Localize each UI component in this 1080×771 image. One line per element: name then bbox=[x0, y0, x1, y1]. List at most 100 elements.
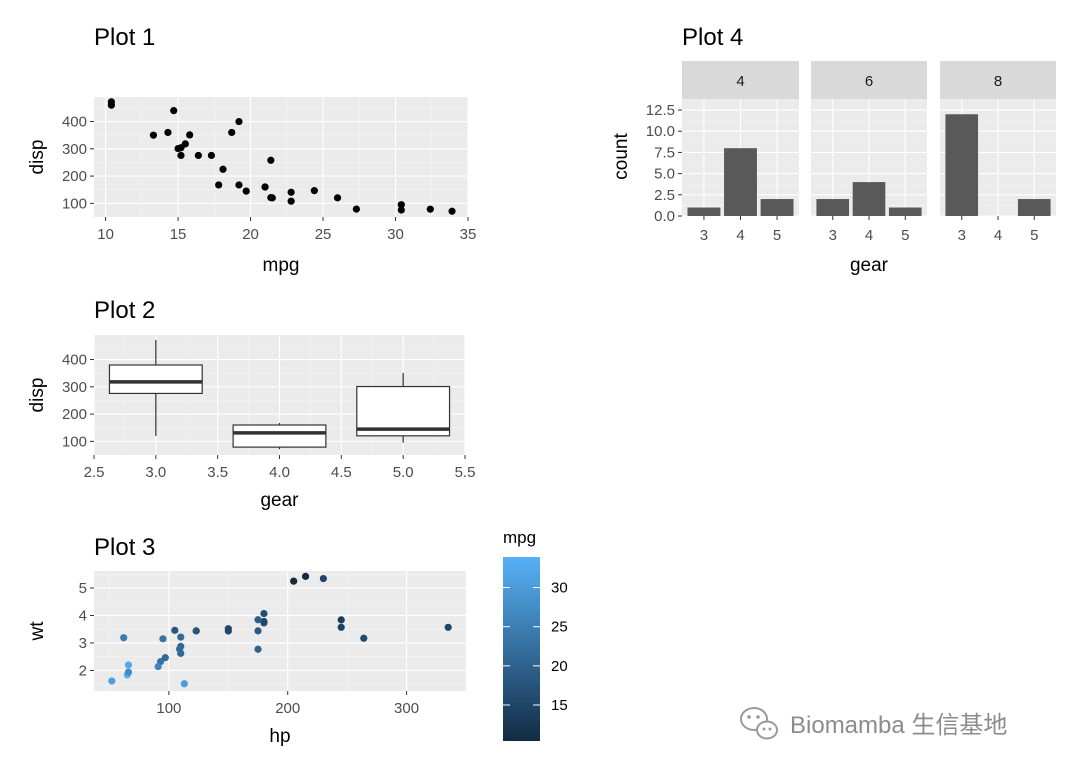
plot-1-point bbox=[170, 107, 178, 115]
plot-2-box-gear-3 bbox=[108, 339, 203, 436]
plot-3-point bbox=[171, 626, 179, 634]
plot-4-facet-strip bbox=[811, 61, 927, 99]
plot-4-x-tick-label: 3 bbox=[700, 227, 708, 244]
plot-4-facet-6: 6 3 4 5 bbox=[811, 61, 927, 244]
plot-3-legend-tick-label: 15 bbox=[551, 697, 568, 714]
plot-1-point bbox=[235, 117, 243, 126]
plot-2-x-tick-label: 2.5 bbox=[84, 464, 105, 481]
plot-4-bar bbox=[760, 199, 794, 216]
plot-2-y-axis-label: disp bbox=[27, 378, 48, 413]
plot-3-point bbox=[254, 616, 262, 624]
plot-4-bar bbox=[945, 114, 979, 216]
plot-3-legend-tick-label: 20 bbox=[551, 658, 568, 675]
plot-3-point bbox=[192, 627, 200, 635]
plot-2-y-tick-label: 300 bbox=[62, 379, 87, 396]
plot-4-bar bbox=[888, 207, 922, 216]
plot-3-point bbox=[337, 616, 345, 624]
plot-2-box-body bbox=[108, 364, 203, 395]
plot-3-legend-title: mpg bbox=[503, 528, 536, 547]
plot-4-y-axis-label: count bbox=[611, 133, 632, 180]
plot-4-bar bbox=[852, 182, 886, 216]
plot-3-point bbox=[260, 609, 268, 618]
plot-2-x-tick-label: 5.5 bbox=[455, 464, 476, 481]
plot-4-x-tick-label: 5 bbox=[1030, 227, 1038, 244]
plot-1-point bbox=[107, 101, 115, 109]
plot-3-point bbox=[254, 627, 262, 635]
plot-1-point bbox=[333, 194, 342, 202]
plot-1-x-tick-label: 25 bbox=[315, 226, 332, 243]
plot-1-x-tick-label: 30 bbox=[387, 226, 404, 243]
plot-3-x-tick-label: 100 bbox=[156, 700, 181, 717]
plot-4-x-tick-label: 5 bbox=[773, 227, 781, 244]
plot-2-title: Plot 2 bbox=[94, 297, 155, 324]
plot-3-legend-tick-label: 30 bbox=[551, 580, 568, 597]
plot-1-point bbox=[164, 128, 172, 137]
plot-3-point bbox=[120, 634, 128, 642]
plot-3-point bbox=[180, 680, 188, 688]
plot-1-point bbox=[448, 207, 456, 215]
plot-4-x-tick-label: 3 bbox=[829, 227, 837, 244]
plot-1-point bbox=[219, 165, 227, 173]
plot-1-scatter-mpg-disp: Plot 1 10 15 20 25 30 35 100 200 300 400 mpg disp bbox=[27, 24, 476, 276]
plot-3-point bbox=[224, 627, 232, 635]
plot-3-point bbox=[301, 572, 310, 580]
plot-4-title: Plot 4 bbox=[682, 24, 743, 51]
plot-1-y-tick-label: 300 bbox=[62, 141, 87, 158]
plot-3-point bbox=[337, 623, 345, 631]
plot-1-point bbox=[352, 205, 360, 213]
plot-1-point bbox=[194, 151, 202, 160]
plot-1-point bbox=[287, 197, 295, 205]
plot-1-point bbox=[228, 128, 236, 137]
wechat-icon bbox=[740, 707, 778, 740]
plot-4-y-tick-label: 5.0 bbox=[654, 166, 675, 183]
plot-1-point bbox=[310, 187, 318, 195]
plot-2-y-tick-label: 200 bbox=[62, 406, 87, 423]
plot-4-x-tick-label: 4 bbox=[865, 227, 873, 244]
plot-1-y-tick-label: 100 bbox=[62, 195, 87, 212]
plot-1-x-tick-label: 35 bbox=[460, 226, 477, 243]
plot-3-point bbox=[177, 633, 185, 641]
plot-1-point bbox=[174, 144, 182, 153]
plot-4-bar bbox=[724, 148, 757, 216]
plot-1-point bbox=[177, 151, 185, 160]
plot-4-y-tick-label: 10.0 bbox=[646, 123, 675, 140]
plot-1-y-tick-label: 200 bbox=[62, 168, 87, 185]
plot-3-point bbox=[124, 668, 133, 676]
plot-1-point bbox=[267, 194, 275, 202]
plot-2-boxplot-gear-disp: Plot 2 2.5 3.0 3.5 4.0 4.5 5.0 5.5 100 200 300 400 g… bbox=[27, 297, 475, 511]
plot-1-y-axis-label: disp bbox=[27, 140, 48, 175]
plot-3-y-tick-label: 3 bbox=[79, 635, 87, 652]
plot-4-bar bbox=[816, 199, 850, 216]
plot-3-point bbox=[161, 654, 169, 662]
plot-1-point bbox=[397, 201, 405, 209]
plot-3-point bbox=[108, 677, 116, 685]
plot-2-x-tick-label: 3.0 bbox=[145, 464, 166, 481]
plot-4-x-tick-label: 5 bbox=[901, 227, 909, 244]
plot-4-faceted-bar: Plot 4 4 3 4 5 6 3 4 5 8 3 4 5 0.0 2.5 5.0 7.5 10.0 12.5 ge… bbox=[611, 24, 1056, 276]
plot-2-box-gear-5 bbox=[356, 372, 451, 443]
plot-4-y-tick-label: 0.0 bbox=[654, 208, 675, 225]
plot-3-x-tick-label: 300 bbox=[394, 700, 419, 717]
plot-1-point bbox=[235, 181, 243, 189]
plot-4-facet-4: 4 3 4 5 bbox=[682, 61, 799, 244]
plot-3-y-tick-label: 5 bbox=[79, 580, 87, 597]
plot-3-point bbox=[124, 661, 133, 669]
plot-2-x-axis-label: gear bbox=[260, 490, 299, 511]
plot-1-point bbox=[267, 156, 275, 164]
plot-3-point bbox=[444, 623, 452, 631]
plot-1-point bbox=[397, 206, 405, 214]
plot-4-facet-strip-label: 6 bbox=[865, 73, 873, 90]
plot-3-legend-colorbar bbox=[503, 557, 540, 741]
plot-1-point bbox=[207, 151, 216, 160]
plot-4-x-tick-label: 4 bbox=[736, 227, 744, 244]
plot-4-x-tick-label: 4 bbox=[994, 227, 1002, 244]
plot-4-facet-8: 8 3 4 5 bbox=[940, 61, 1056, 244]
plot-3-point bbox=[159, 635, 167, 643]
plot-3-y-tick-label: 2 bbox=[79, 662, 87, 679]
plot-1-point bbox=[426, 205, 434, 213]
plot-1-point bbox=[261, 183, 269, 191]
plot-1-title: Plot 1 bbox=[94, 24, 155, 51]
plot-1-point bbox=[149, 131, 158, 139]
plot-4-y-tick-label: 2.5 bbox=[654, 187, 675, 204]
